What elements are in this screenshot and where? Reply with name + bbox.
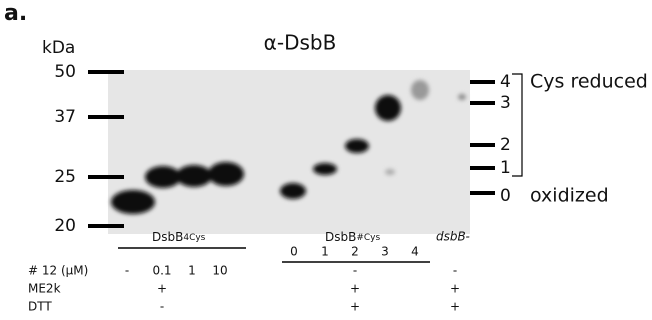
state-label: 2 (500, 135, 511, 155)
marker-label: 25 (54, 167, 76, 187)
band (458, 94, 466, 100)
cell: 1 (188, 264, 196, 278)
state-label: 3 (500, 93, 511, 113)
cell: 0.1 (152, 264, 171, 278)
cell: + (157, 282, 167, 296)
band (411, 80, 429, 100)
figure-label: a. (4, 1, 27, 26)
band (208, 162, 244, 186)
state-label: 0 (500, 186, 511, 206)
cell: + (350, 282, 360, 296)
group-main: DsbB (152, 230, 183, 244)
row-label: ME2k (28, 282, 61, 296)
cell: - (353, 264, 357, 278)
oxidized-label: oxidized (530, 185, 609, 207)
cell: + (450, 300, 460, 314)
marker-label: 50 (54, 62, 76, 82)
cell: + (450, 282, 460, 296)
band (313, 163, 337, 175)
group-main: DsbB (325, 230, 356, 244)
lane-number: 3 (381, 245, 389, 259)
cell: + (350, 300, 360, 314)
band (375, 95, 401, 121)
unit-label: kDa (42, 38, 75, 58)
band (111, 190, 155, 214)
figure: a. kDa α-DsbB 50 37 25 20 4 3 2 1 0 Cys … (0, 0, 652, 320)
blot-title: α-DsbB (264, 31, 337, 55)
lane-number: 1 (321, 245, 329, 259)
group-sub: #Cys (356, 233, 380, 243)
row-label: DTT (28, 300, 52, 314)
group-sub: 4Cys (183, 233, 205, 243)
reduced-label: Cys reduced (530, 71, 648, 93)
band (176, 165, 212, 187)
band (280, 183, 306, 199)
state-label: 4 (500, 72, 511, 92)
cell: - (125, 264, 129, 278)
band (385, 169, 395, 175)
lane-number: 4 (411, 245, 419, 259)
row-label: # 12 (μM) (28, 264, 88, 278)
group-label: dsbB- (436, 230, 470, 244)
band (345, 139, 369, 153)
state-label: 1 (500, 158, 511, 178)
lane-number: 0 (290, 245, 298, 259)
band (145, 166, 181, 188)
cell: - (160, 300, 164, 314)
cell: - (453, 264, 457, 278)
group-label: DsbB#Cys (325, 230, 380, 244)
lane-number: 2 (351, 245, 359, 259)
marker-label: 37 (54, 107, 76, 127)
marker-label: 20 (54, 216, 76, 236)
group-label: DsbB4Cys (152, 230, 206, 244)
cell: 10 (212, 264, 227, 278)
bracket (512, 74, 522, 176)
